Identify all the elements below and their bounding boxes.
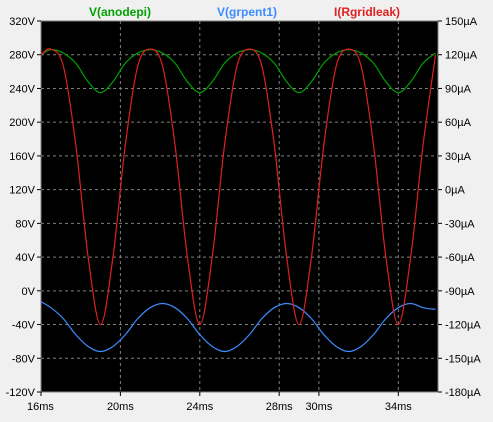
left-tick-label: 80V bbox=[15, 218, 35, 230]
right-tick-label: 60µA bbox=[445, 117, 472, 129]
left-tick-label: 160V bbox=[9, 151, 35, 163]
left-tick-label: 240V bbox=[9, 83, 35, 95]
series-layer bbox=[40, 48, 437, 353]
right-tick-label: -90µA bbox=[445, 286, 475, 298]
right-tick-label: -30µA bbox=[445, 218, 475, 230]
legend-entry[interactable]: V(grpent1) bbox=[217, 5, 277, 19]
left-tick-label: -120V bbox=[6, 387, 36, 399]
legend: V(anodepi) V(grpent1) I(Rgridleak) bbox=[89, 5, 400, 19]
left-tick-label: -40V bbox=[12, 320, 36, 332]
x-tick-label: 28ms bbox=[266, 401, 293, 413]
series-line-0[interactable] bbox=[40, 49, 436, 94]
left-tick-label: 280V bbox=[9, 50, 35, 62]
right-tick-label: 150µA bbox=[445, 16, 478, 28]
x-tick-label: 24ms bbox=[186, 401, 213, 413]
right-tick-label: 30µA bbox=[445, 151, 472, 163]
x-axis-ticks: 16ms 20ms 24ms 28ms 30ms 34ms bbox=[27, 392, 412, 413]
right-tick-label: -120µA bbox=[445, 320, 481, 332]
x-tick-label: 34ms bbox=[385, 401, 412, 413]
series-line-1[interactable] bbox=[40, 301, 436, 353]
right-tick-label: -60µA bbox=[445, 252, 475, 264]
plot-area[interactable] bbox=[40, 20, 439, 393]
series-line-2[interactable] bbox=[40, 48, 437, 326]
right-axis-ticks: 150µA 120µA 90µA 60µA 30µA 0µA -30µA -60µA -90µA… bbox=[438, 16, 481, 399]
right-tick-label: -180µA bbox=[445, 387, 481, 399]
left-tick-label: 120V bbox=[9, 185, 35, 197]
left-tick-label: 200V bbox=[9, 117, 35, 129]
legend-entry[interactable]: V(anodepi) bbox=[89, 5, 151, 19]
x-tick-label: 20ms bbox=[107, 401, 134, 413]
left-tick-label: 320V bbox=[9, 16, 35, 28]
legend-entry[interactable]: I(Rgridleak) bbox=[334, 5, 400, 19]
right-tick-label: 90µA bbox=[445, 83, 472, 95]
x-tick-label: 16ms bbox=[27, 401, 54, 413]
x-tick-label: 30ms bbox=[305, 401, 332, 413]
left-tick-label: -80V bbox=[12, 353, 36, 365]
left-axis-ticks: 320V 280V 240V 200V 160V 120V 80V 40V 0V -40V -80V… bbox=[6, 16, 41, 399]
left-tick-label: 0V bbox=[22, 286, 36, 298]
left-tick-label: 40V bbox=[15, 252, 35, 264]
grid bbox=[41, 21, 438, 392]
right-tick-label: 0µA bbox=[445, 185, 465, 197]
right-tick-label: -150µA bbox=[445, 353, 481, 365]
right-tick-label: 120µA bbox=[445, 50, 478, 62]
